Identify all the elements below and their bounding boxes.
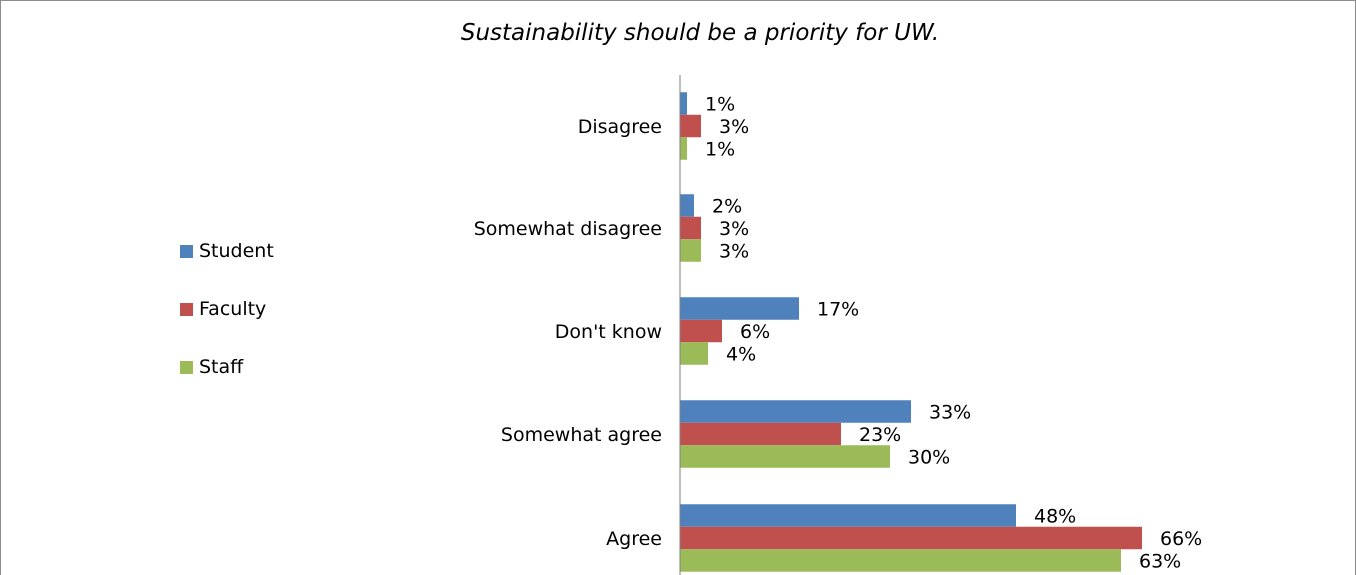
legend-label-faculty: Faculty xyxy=(199,298,267,320)
bar-staff-disagree xyxy=(680,137,687,160)
bar-student-agree xyxy=(680,504,1016,527)
data-label-staff-agree: 63% xyxy=(1139,551,1181,573)
data-label-staff-somewhat-agree: 30% xyxy=(908,447,950,469)
category-label-somewhat-disagree: Somewhat disagree xyxy=(474,218,662,240)
bar-staff-somewhat-agree xyxy=(680,445,890,468)
bar-student-don-t-know xyxy=(680,297,799,320)
data-label-staff-disagree: 1% xyxy=(705,139,735,161)
bar-faculty-don-t-know xyxy=(680,319,722,343)
data-label-student-disagree: 1% xyxy=(705,94,735,116)
legend-item-staff: Staff xyxy=(180,338,274,396)
category-label-somewhat-agree: Somewhat agree xyxy=(501,424,662,446)
bar-faculty-somewhat-agree xyxy=(680,422,841,446)
data-label-faculty-somewhat-disagree: 3% xyxy=(719,218,749,240)
data-label-staff-somewhat-disagree: 3% xyxy=(719,241,749,263)
legend-label-staff: Staff xyxy=(199,356,244,378)
category-label-disagree: Disagree xyxy=(578,116,662,138)
bar-student-somewhat-disagree xyxy=(680,194,694,217)
bar-faculty-disagree xyxy=(680,114,701,138)
bar-staff-don-t-know xyxy=(680,342,708,365)
bar-student-somewhat-agree xyxy=(680,400,911,423)
legend-swatch-staff xyxy=(180,360,193,374)
data-label-faculty-somewhat-agree: 23% xyxy=(859,424,901,446)
legend-swatch-student xyxy=(180,244,193,258)
bar-faculty-somewhat-disagree xyxy=(680,216,701,240)
legend-label-student: Student xyxy=(199,240,274,262)
category-label-don-t-know: Don't know xyxy=(555,321,662,343)
data-label-student-somewhat-disagree: 2% xyxy=(712,196,742,218)
data-label-faculty-don-t-know: 6% xyxy=(740,321,770,343)
data-label-faculty-disagree: 3% xyxy=(719,116,749,138)
chart-title: Sustainability should be a priority for … xyxy=(460,20,940,46)
chart-legend: Student Faculty Staff xyxy=(180,222,274,396)
bar-student-disagree xyxy=(680,92,687,115)
data-label-student-don-t-know: 17% xyxy=(817,299,859,321)
data-label-student-agree: 48% xyxy=(1034,506,1076,528)
bar-staff-somewhat-disagree xyxy=(680,239,701,262)
data-label-student-somewhat-agree: 33% xyxy=(929,402,971,424)
legend-item-faculty: Faculty xyxy=(180,280,274,338)
bar-staff-agree xyxy=(680,549,1121,572)
category-label-agree: Agree xyxy=(606,528,662,550)
legend-item-student: Student xyxy=(180,222,274,280)
data-label-faculty-agree: 66% xyxy=(1160,528,1202,550)
legend-swatch-faculty xyxy=(180,302,193,316)
bar-faculty-agree xyxy=(680,526,1142,550)
data-label-staff-don-t-know: 4% xyxy=(726,344,756,366)
